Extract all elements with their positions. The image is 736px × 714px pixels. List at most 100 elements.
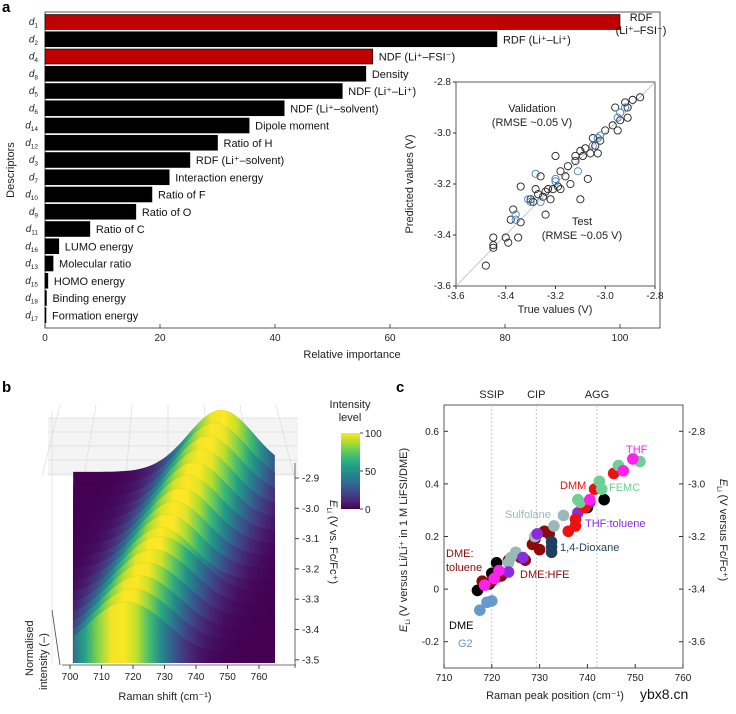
bar	[44, 14, 621, 30]
y-tick-label: -3.0	[302, 504, 320, 515]
descriptor-label: d3	[29, 155, 39, 168]
z-axis	[51, 609, 61, 666]
bar-label: Binding energy	[52, 293, 126, 305]
bar	[44, 186, 153, 203]
validation-annotation: Validation	[508, 103, 556, 115]
bar-group: d9 Ratio of O	[29, 203, 192, 220]
descriptor-label: d6	[29, 103, 39, 116]
colorbar-title: level	[339, 412, 362, 424]
descriptor-label: d4	[29, 52, 39, 65]
thf-toluene-point	[531, 528, 544, 540]
descriptor-label: d12	[25, 138, 38, 151]
thf-point	[493, 564, 505, 577]
subscript: 16	[31, 247, 39, 254]
bar	[44, 48, 374, 65]
bar-label: Ratio of H	[224, 138, 273, 150]
y-tick-label-right: -3.4	[688, 585, 706, 596]
y-tick-label: -3.4	[302, 625, 320, 636]
validation-point	[514, 233, 523, 242]
subscript: 7	[34, 178, 38, 185]
bar-label: Interaction energy	[175, 172, 264, 184]
descriptor-label: d14	[25, 121, 38, 134]
x-tick-label: 720	[125, 672, 142, 683]
validation-point	[541, 210, 550, 219]
thf-point	[583, 493, 596, 506]
series-label: FEMC	[609, 482, 640, 494]
grid-line	[125, 404, 133, 477]
validation-point	[623, 113, 632, 122]
validation-point	[531, 185, 540, 194]
validation-point	[636, 93, 645, 102]
bar	[44, 307, 47, 324]
bar-group: d5 NDF (Li⁺–Li⁺)	[29, 83, 416, 99]
panel-label-a: a	[2, 0, 11, 16]
validation-point	[526, 195, 535, 204]
validation-point	[509, 205, 518, 214]
colorbar-title: Intensity	[330, 399, 371, 411]
symbol: d	[25, 121, 31, 132]
inset-parity-plot: -3.6 -3.4 -3.2 -3.0 -2.8 -3.6 -3.4 -3.2 -3.0 -2.8…	[404, 77, 664, 316]
validation-point	[611, 103, 620, 112]
validation-point	[608, 121, 617, 130]
validation-point	[539, 192, 548, 201]
subscript: 4	[34, 57, 38, 64]
validation-point	[541, 187, 550, 196]
subscript: 8	[34, 74, 38, 81]
validation-point	[504, 238, 513, 247]
bar	[44, 272, 49, 289]
bar-group: d11 Ratio of C	[26, 221, 145, 237]
bar-label: HOMO energy	[54, 276, 125, 288]
descriptor-label: d9	[29, 207, 39, 220]
watermark: ybx8.cn	[640, 686, 688, 702]
symbol: d	[29, 155, 35, 166]
subscript: 2	[34, 40, 38, 47]
colorbar-tick-label: 50	[365, 467, 377, 478]
bar	[44, 169, 170, 186]
descriptor-label: d15	[25, 276, 38, 289]
validation-point	[546, 195, 555, 204]
colorbar-tick-label: 0	[365, 505, 371, 516]
series-label: G2	[458, 638, 473, 650]
panel-label-b: b	[2, 379, 11, 396]
x-tick-label: 0	[42, 333, 48, 344]
colorbar-tick-label: 100	[365, 429, 382, 440]
validation-point	[621, 98, 630, 107]
bar	[44, 255, 54, 272]
colorbar	[341, 433, 360, 509]
y-tick-label: -3.2	[434, 179, 452, 190]
bar-group: d8 Density	[29, 65, 409, 82]
dmm-point	[569, 513, 582, 526]
y-tick-label: -2.8	[434, 77, 452, 88]
symbol: d	[25, 310, 31, 321]
validation-point	[543, 185, 553, 194]
validation-point	[593, 149, 602, 158]
bar-group: d1 RDF(Li⁺–FSI⁻)	[29, 12, 667, 37]
bar-label: Formation energy	[52, 310, 139, 322]
bar-group: d18 Binding energy	[25, 290, 126, 306]
validation-point	[601, 126, 610, 135]
bar	[44, 65, 367, 82]
bar-group: d3 RDF (Li⁺–solvent)	[29, 152, 284, 168]
y-tick-label: -3.1	[302, 534, 320, 545]
sulfolane-point	[557, 509, 570, 522]
x-axis-label: Relative importance	[303, 349, 400, 361]
g2-point	[474, 604, 486, 616]
thf-toluene-point	[502, 566, 515, 578]
descriptor-label: d16	[25, 241, 38, 254]
subscript: 6	[34, 109, 38, 116]
grid-line	[83, 404, 97, 477]
x-tick-label: 760	[675, 673, 692, 684]
test-point	[551, 177, 560, 186]
validation-point	[534, 190, 543, 199]
series-label: DME: toluene	[446, 548, 482, 574]
bar-group: d17 Formation energy	[25, 307, 139, 324]
x-tick-label: -3.2	[547, 291, 565, 302]
validation-point	[563, 162, 572, 171]
validation-point	[551, 151, 560, 160]
x-tick-label: -3.4	[497, 291, 515, 302]
test-point	[524, 195, 533, 204]
validation-point	[481, 261, 490, 270]
bar-group: d15 HOMO energy	[25, 272, 125, 289]
y-axis-label: ELi (V vs. Fc/Fc⁺)	[325, 500, 339, 584]
